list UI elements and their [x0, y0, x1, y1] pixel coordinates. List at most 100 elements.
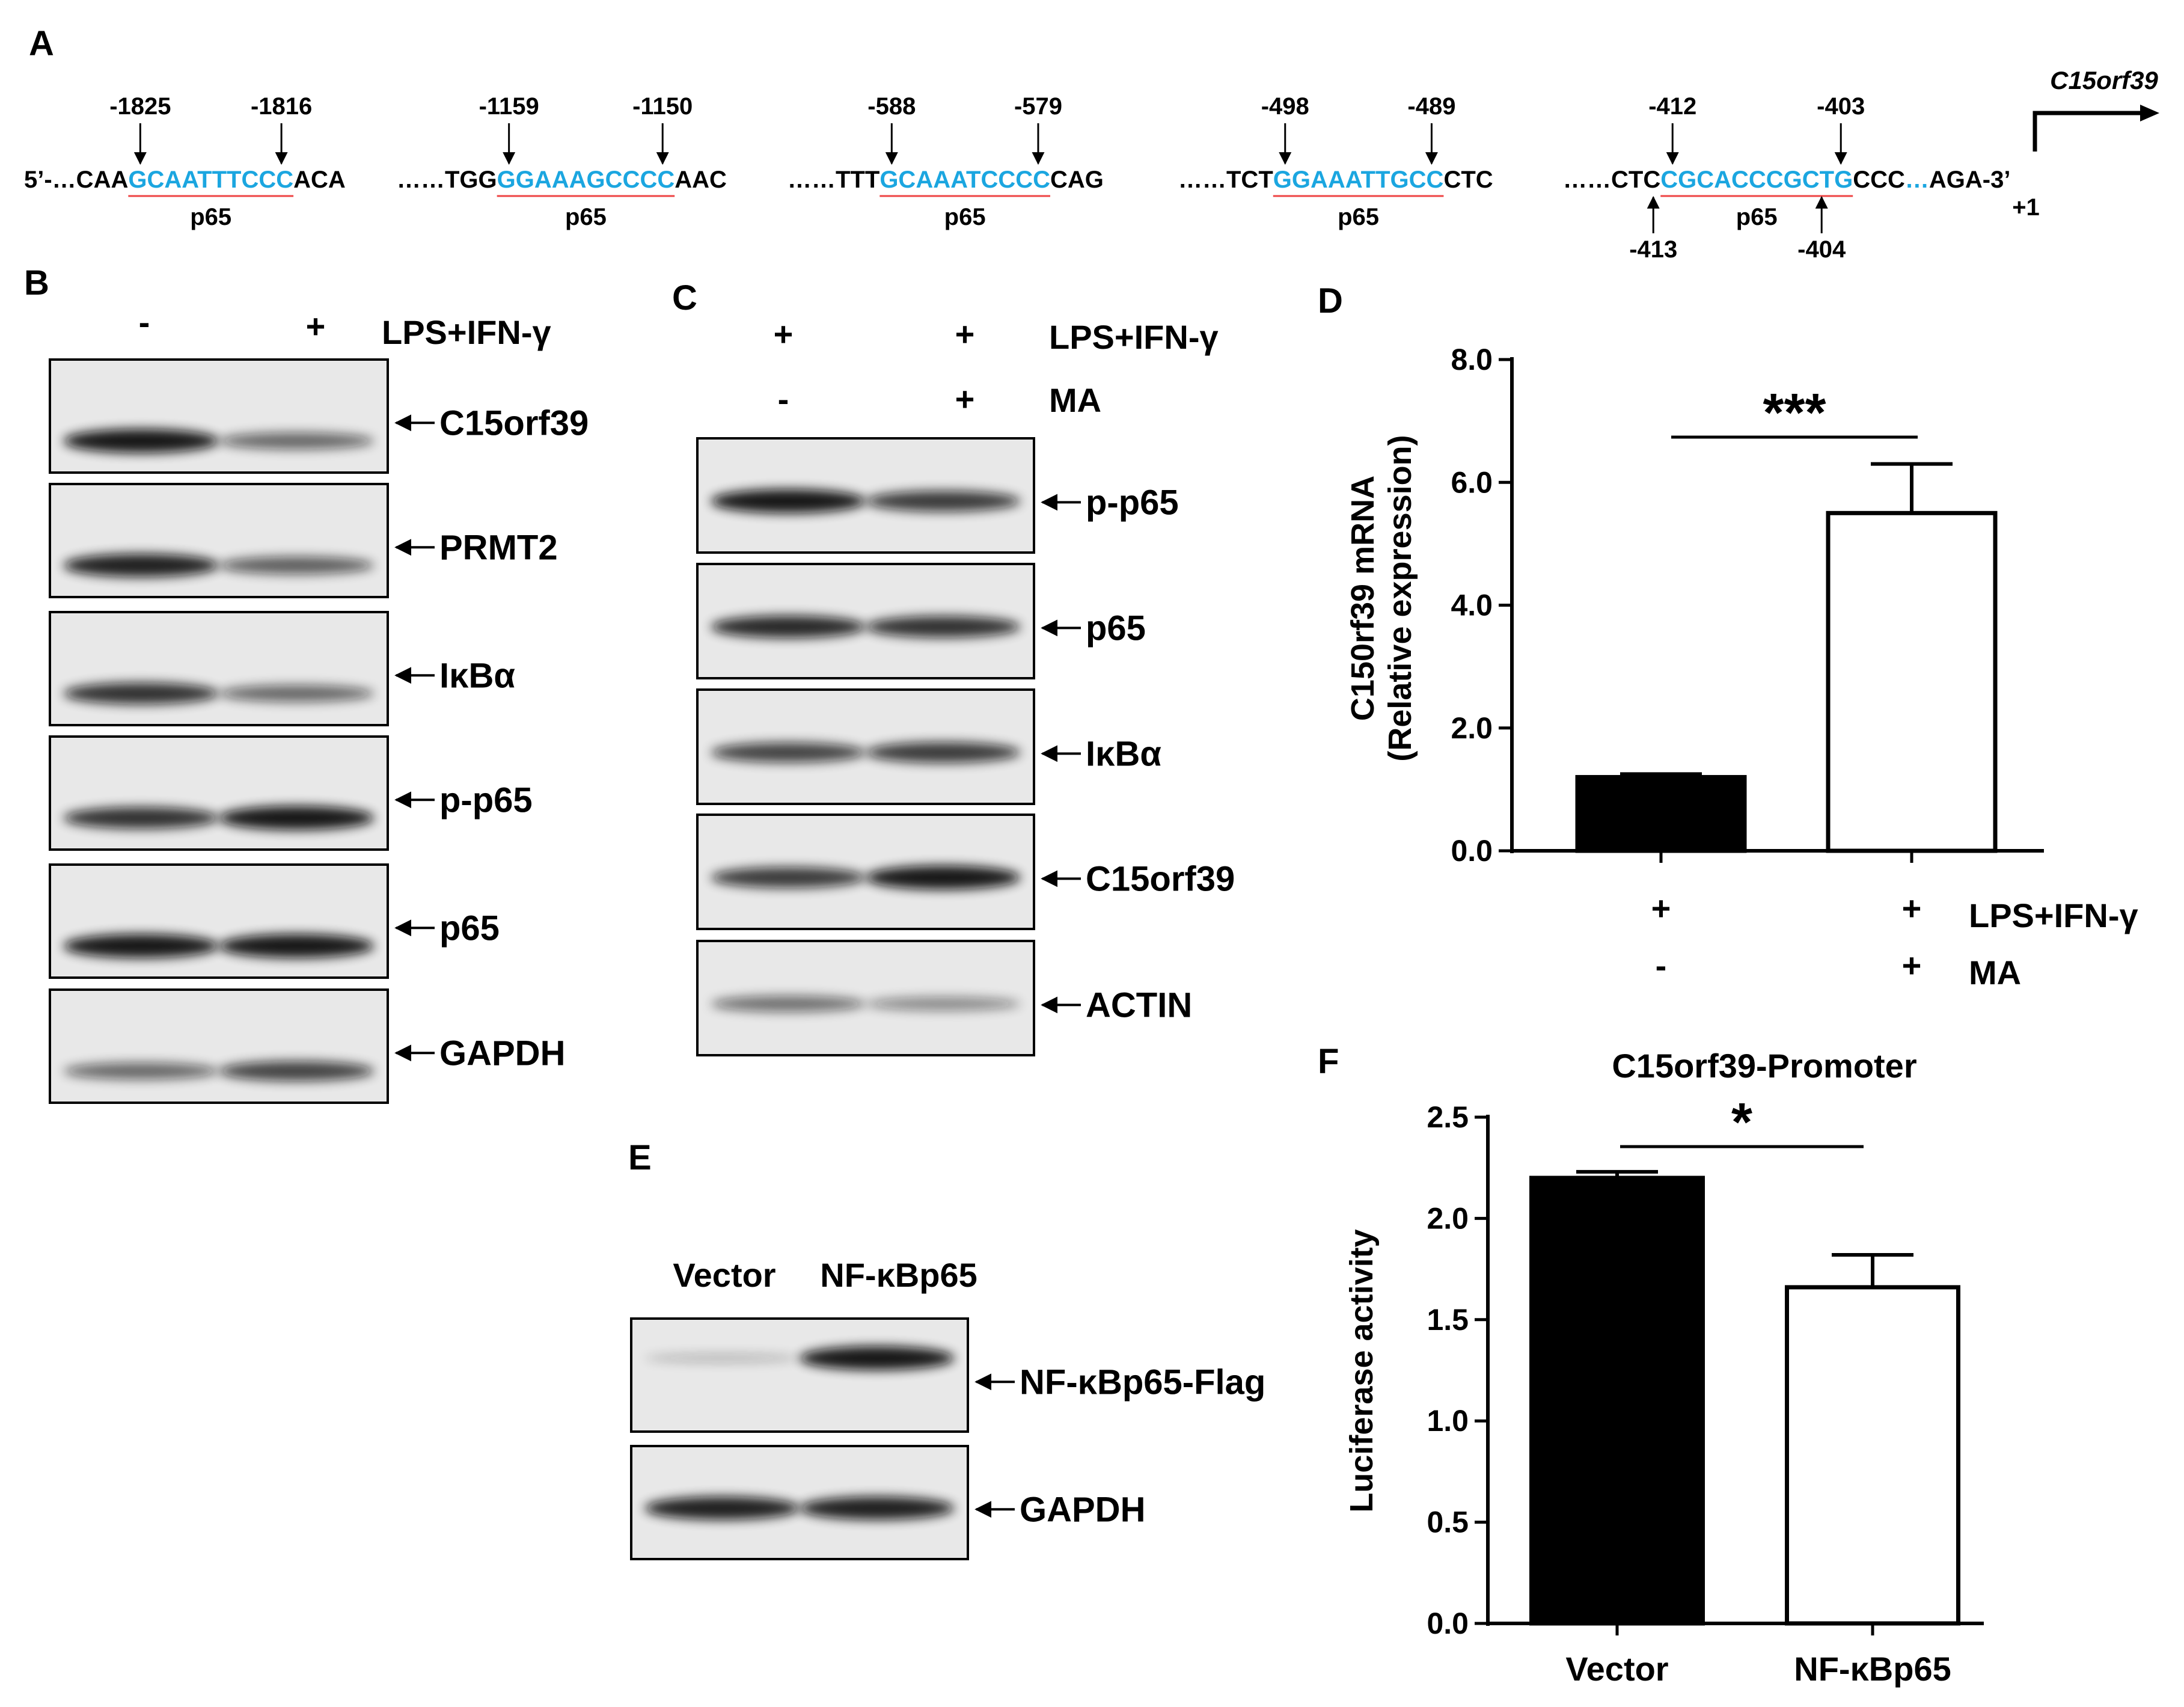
- band-label: p65: [1086, 608, 1146, 648]
- tf-label: p65: [944, 204, 986, 230]
- chart-d: 0.0 2.0 4.0 6.0 8.0 *** C150rf39 mRNA (Relative…: [1345, 343, 2138, 991]
- band-label: p-p65: [439, 780, 533, 820]
- condition-label: MA: [1969, 954, 2021, 991]
- band-label: C15orf39: [1086, 859, 1235, 898]
- condition-sign: +: [1651, 889, 1671, 927]
- flank-right: CTC: [1443, 167, 1493, 193]
- blot-frame: [49, 611, 389, 726]
- position-end: -579: [1014, 93, 1062, 120]
- band-lane-1: [644, 1497, 800, 1520]
- western-blot-c: p-p65 p65 IκBα C15orf39 ACTIN: [696, 437, 1235, 1056]
- position-start: -588: [867, 93, 916, 120]
- blot-frame: [49, 988, 389, 1104]
- y-tick-label: 0.5: [1427, 1506, 1469, 1539]
- position-end: -1816: [251, 93, 312, 120]
- panel-c-label: C: [672, 278, 697, 317]
- position-start: -1825: [109, 93, 171, 120]
- bar-1: [1575, 774, 1747, 853]
- gene-name: C15orf39: [2050, 66, 2158, 94]
- position-start: -498: [1261, 93, 1309, 120]
- tail-end: AGA-3’: [1929, 167, 2011, 193]
- blot-row-1: p-p65: [696, 437, 1179, 554]
- site-sequence-4: ……TCTGGAAATTGCCCTC: [1178, 167, 1493, 193]
- c-row2-name: MA: [1049, 381, 1101, 419]
- tf-label: p65: [190, 204, 231, 230]
- band-lane-1: [63, 554, 219, 577]
- blot-row-2: GAPDH: [630, 1445, 1145, 1560]
- binding-site: GCAATTTCCC: [128, 167, 293, 193]
- y-axis-title: C150rf39 mRNA (Relative expression): [1345, 435, 1418, 761]
- y-tick-label: 8.0: [1451, 343, 1493, 376]
- band-label: NF-κBp65-Flag: [1020, 1362, 1265, 1402]
- y-tick-label: 1.5: [1427, 1303, 1469, 1337]
- panel-e-label: E: [628, 1138, 652, 1177]
- band-lane-1: [711, 489, 866, 513]
- sequence-tail: …AGA-3’: [1905, 167, 2011, 193]
- site-sequence-1: 5’-…CAAGCAATTTCCCACA: [24, 167, 346, 193]
- band-lane-2: [866, 616, 1021, 638]
- flank-left: ……TCT: [1178, 167, 1273, 193]
- condition-sign: +: [1902, 889, 1922, 927]
- site-1: 5’-…CAAGCAATTTCCCACA p65 -1825 -1816: [24, 93, 346, 230]
- panel-f: F 0.0 0.5 1.0 1.5 2.0 2.5 * Luciferase activity…: [1318, 1042, 1984, 1688]
- position-end: -403: [1817, 93, 1865, 120]
- band-label: IκBα: [1086, 734, 1161, 773]
- panel-a: A 5’-…CAAGCAATTTCCCACA p65 -1825 -1816 ……TGG…: [24, 24, 2159, 263]
- e-lane-2: NF-κBp65: [820, 1256, 977, 1294]
- band-lane-2: [219, 432, 375, 450]
- band-lane-1: [711, 867, 866, 888]
- e-lane-1: Vector: [673, 1256, 775, 1294]
- band-lane-2: [866, 742, 1021, 763]
- position-end: -1150: [632, 93, 693, 120]
- band-lane-2: [219, 1061, 375, 1082]
- band-lane-2: [866, 865, 1021, 890]
- position-end: -489: [1407, 93, 1455, 120]
- chart-f: 0.0 0.5 1.0 1.5 2.0 2.5 * Luciferase activity C1…: [1344, 1047, 1984, 1688]
- blot-row-4: p-p65: [49, 735, 533, 851]
- tf-label: p65: [565, 204, 607, 230]
- y-axis-label-2: (Relative expression): [1382, 435, 1418, 761]
- blot-row-5: ACTIN: [696, 940, 1192, 1056]
- bar-1: [1529, 1175, 1705, 1626]
- band-lane-1: [644, 1353, 800, 1363]
- panel-d-label: D: [1318, 281, 1343, 320]
- lower-position: -413: [1629, 236, 1677, 263]
- band-lane-2: [800, 1346, 955, 1370]
- blot-row-5: p65: [49, 863, 500, 979]
- band-lane-2: [219, 685, 375, 702]
- condition-sign: +: [1902, 946, 1922, 984]
- blot-row-1: NF-κBp65-Flag: [630, 1317, 1265, 1433]
- band-lane-1: [63, 682, 219, 705]
- position-start: -1159: [479, 93, 539, 120]
- site-sequence-2: ……TGGGGAAAGCCCCAAC: [397, 167, 727, 193]
- flank-right: ACA: [293, 167, 346, 193]
- condition-label: LPS+IFN-γ: [1969, 896, 2138, 934]
- flank-left: ……CTC: [1563, 167, 1660, 193]
- band-lane-2: [219, 556, 375, 575]
- blot-row-3: IκBα: [49, 611, 515, 726]
- tf-label: p65: [1338, 204, 1379, 230]
- band-label: p65: [439, 909, 500, 948]
- c-row2-lane1: -: [778, 380, 789, 418]
- blot-frame: [49, 483, 389, 598]
- blot-frame: [630, 1317, 969, 1433]
- western-blot-b: C15orf39 PRMT2 IκBα p-p65 p65 GAPDH: [49, 358, 589, 1104]
- band-label: ACTIN: [1086, 985, 1192, 1025]
- band-lane-1: [711, 742, 866, 763]
- blot-row-3: IκBα: [696, 688, 1161, 805]
- c-row1-lane2: +: [955, 315, 975, 353]
- binding-site: CGCACCCGCTG: [1660, 167, 1853, 193]
- y-tick-label: 0.0: [1427, 1607, 1469, 1640]
- c-row1-name: LPS+IFN-γ: [1049, 318, 1219, 356]
- site-4: ……TCTGGAAATTGCCCTC p65 -498 -489: [1178, 93, 1493, 230]
- western-blot-e: NF-κBp65-Flag GAPDH: [630, 1317, 1265, 1560]
- c-row1-lane1: +: [774, 315, 794, 353]
- flank-left: ……TTT: [788, 167, 879, 193]
- position-start: -412: [1648, 93, 1696, 120]
- band-label: IκBα: [439, 656, 515, 695]
- tail-dots: …: [1905, 167, 1929, 193]
- blot-frame: [49, 863, 389, 979]
- band-label: GAPDH: [1020, 1490, 1145, 1529]
- treatment-label: LPS+IFN-γ: [382, 313, 551, 351]
- x-category-label: NF-κBp65: [1794, 1650, 1951, 1688]
